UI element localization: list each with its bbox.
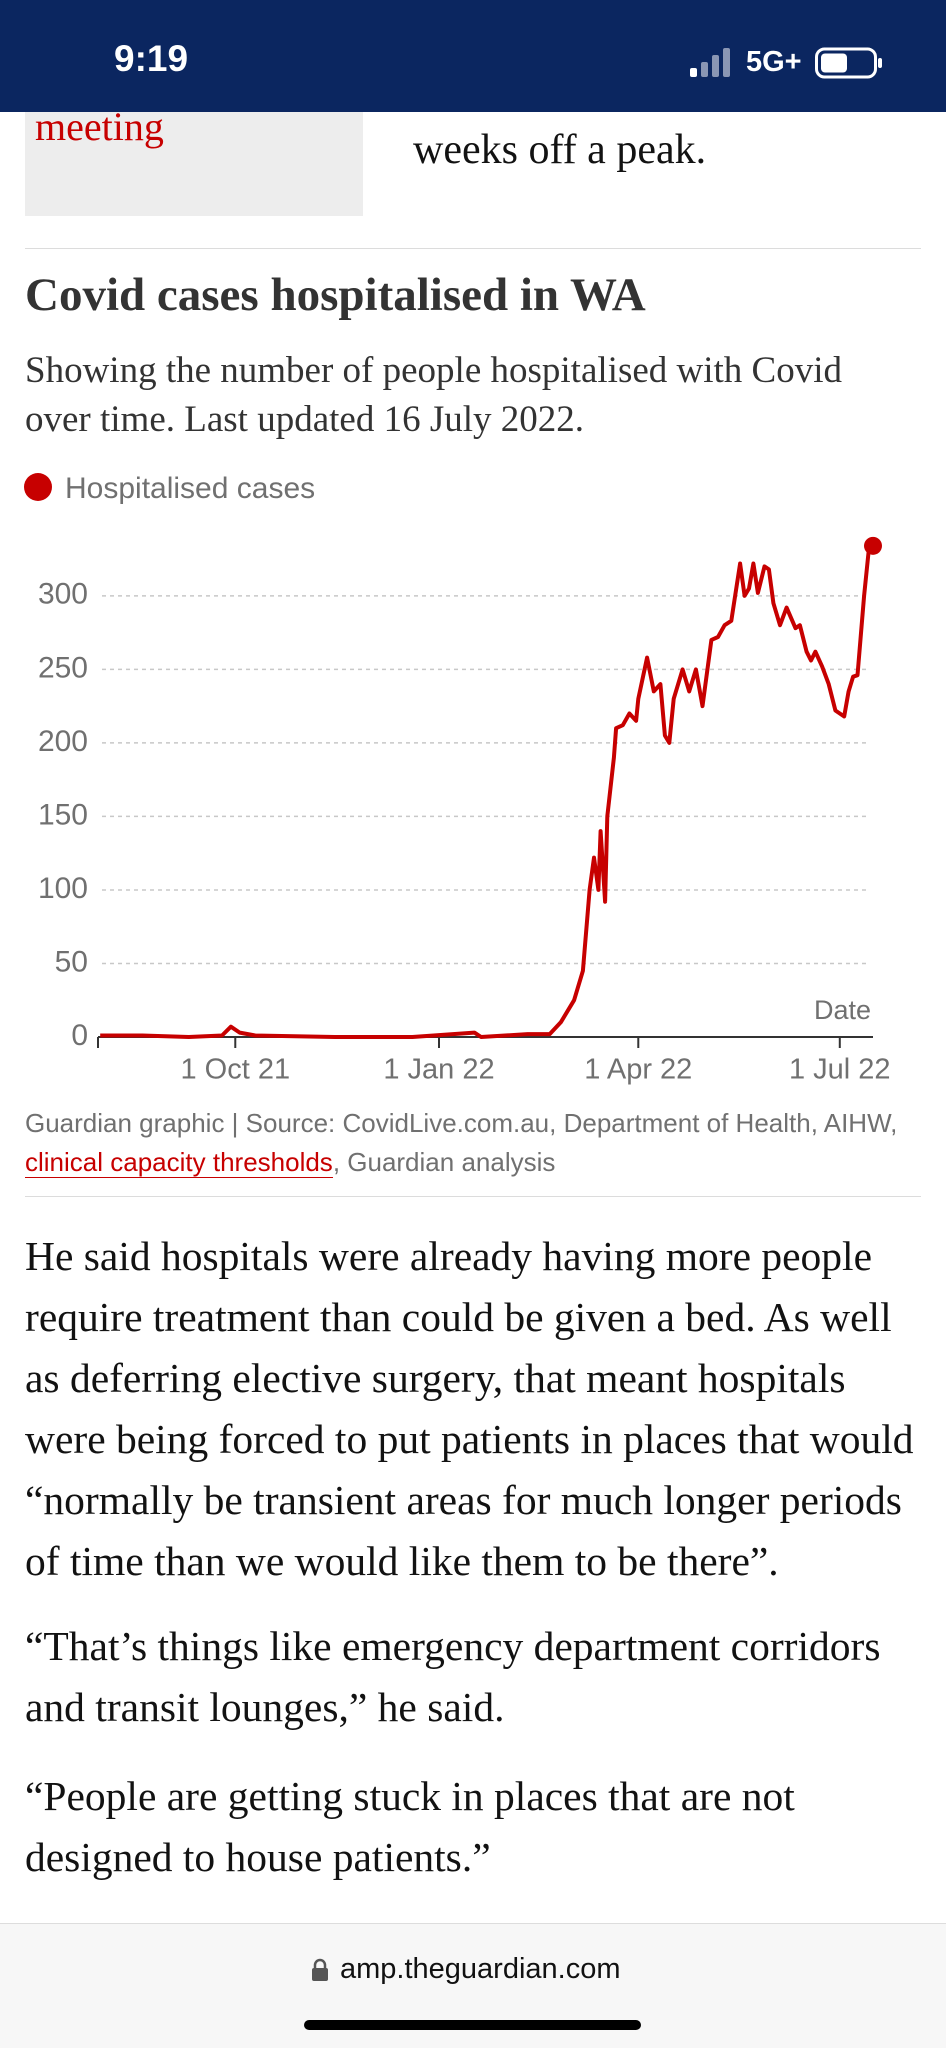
paragraph: “People are getting stuck in places that… [25,1773,795,1880]
x-tick-label: 1 Apr 22 [584,1054,692,1086]
source-link[interactable]: clinical capacity thresholds [25,1147,333,1178]
divider [25,1196,921,1197]
x-tick-label: 1 Jul 22 [789,1054,891,1086]
source-text: , Guardian analysis [332,1147,556,1177]
y-tick-label: 200 [38,725,88,758]
status-bar: 9:19 5G+ [0,0,946,112]
y-tick-label: 250 [38,651,88,684]
divider [25,248,921,249]
battery-icon [815,47,882,79]
paragraph: He said hospitals were already having mo… [25,1233,914,1584]
network: 5G+ [746,46,802,78]
x-axis-label: Date [814,995,871,1025]
browser-bar: amp.theguardian.com [0,1923,946,2048]
y-tick-label: 300 [38,578,88,611]
signal-icon [690,48,730,77]
end-point [864,536,882,555]
chart-title: Covid cases hospitalised in WA [25,269,646,321]
url[interactable]: amp.theguardian.com [340,1953,621,1985]
chart-subtitle: Showing the number of people hospitalise… [25,350,842,440]
chart-source: Guardian graphic | Source: CovidLive.com… [25,1104,925,1182]
y-tick-label: 100 [38,872,88,905]
clock: 9:19 [114,38,189,79]
y-tick-label: 150 [38,798,88,831]
y-tick-label: 0 [71,1019,88,1052]
home-indicator [304,2020,641,2030]
y-tick-label: 50 [55,945,88,978]
article-body: He said hospitals were already having mo… [25,1226,925,1888]
legend-label: Hospitalised cases [65,472,316,505]
x-tick-label: 1 Jan 22 [383,1054,494,1086]
source-text: Guardian graphic | Source: CovidLive.com… [25,1108,898,1138]
x-tick-label: 1 Oct 21 [180,1054,290,1086]
paragraph: “That’s things like emergency department… [25,1623,881,1730]
lock-icon [312,1958,328,1981]
legend-dot [24,473,52,501]
data-line [100,544,875,1039]
paragraph-end: weeks off a peak. [413,127,707,173]
